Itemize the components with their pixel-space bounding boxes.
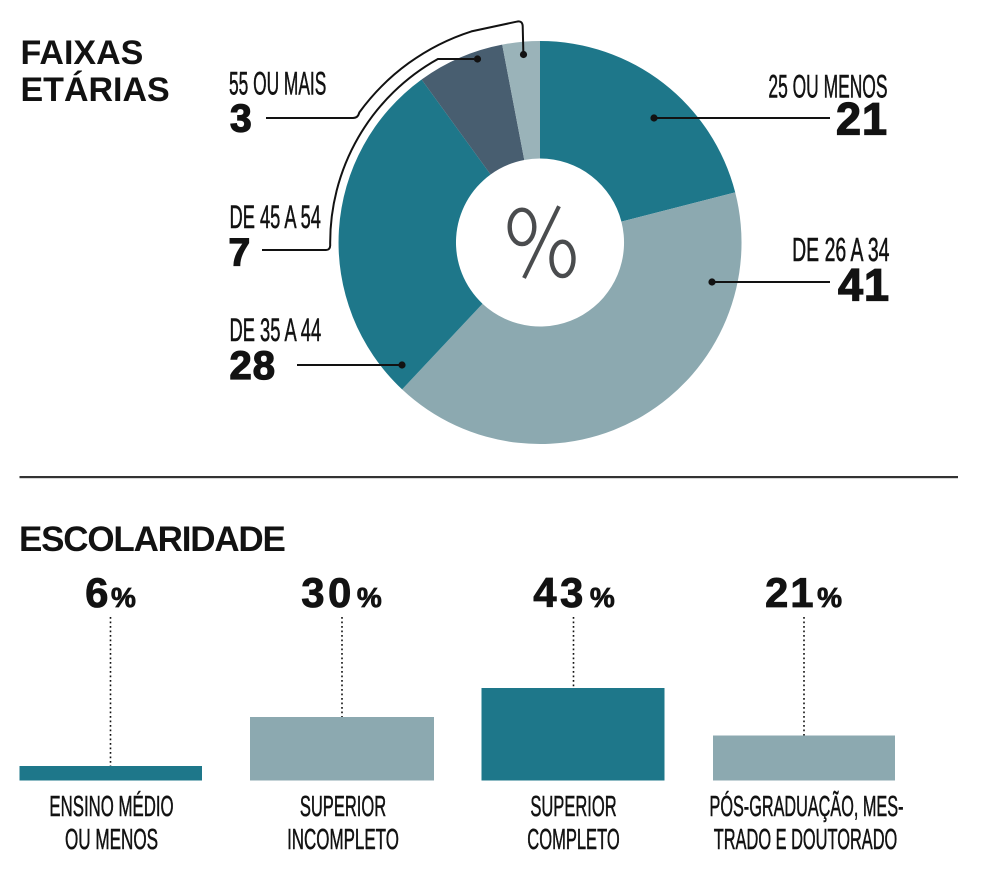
svg-text:3: 3 [230, 98, 253, 141]
svg-text:SUPERIOR: SUPERIOR [300, 791, 386, 823]
svg-text:41: 41 [838, 260, 890, 311]
svg-text:6%: 6% [85, 569, 136, 616]
svg-text:ESCOLARIDADE: ESCOLARIDADE [19, 520, 285, 559]
svg-text:DE 35 A 44: DE 35 A 44 [230, 312, 322, 349]
svg-text:55 OU MAIS: 55 OU MAIS [229, 67, 326, 102]
svg-text:43%: 43% [533, 569, 615, 616]
svg-text:COMPLETO: COMPLETO [527, 824, 619, 856]
svg-text:ENSINO MÉDIO: ENSINO MÉDIO [49, 790, 173, 823]
svg-text:21: 21 [836, 94, 888, 145]
svg-text:INCOMPLETO: INCOMPLETO [287, 823, 399, 856]
svg-text:OU MENOS: OU MENOS [65, 823, 158, 856]
svg-text:DE 45 A 54: DE 45 A 54 [230, 199, 321, 236]
svg-text:21%: 21% [765, 569, 842, 616]
svg-text:7: 7 [229, 232, 252, 275]
svg-text:25 OU MENOS: 25 OU MENOS [768, 70, 887, 105]
svg-text:PÓS-GRADUAÇÃO, MES-: PÓS-GRADUAÇÃO, MES- [710, 790, 904, 822]
svg-text:ETÁRIAS: ETÁRIAS [21, 71, 170, 109]
svg-text:FAIXAS: FAIXAS [21, 34, 144, 72]
svg-text:TRADO E DOUTORADO: TRADO E DOUTORADO [714, 823, 898, 855]
svg-text:DE 26 A 34: DE 26 A 34 [792, 231, 889, 269]
svg-text:30%: 30% [301, 569, 382, 616]
svg-text:SUPERIOR: SUPERIOR [530, 791, 616, 823]
svg-text:28: 28 [230, 344, 277, 388]
